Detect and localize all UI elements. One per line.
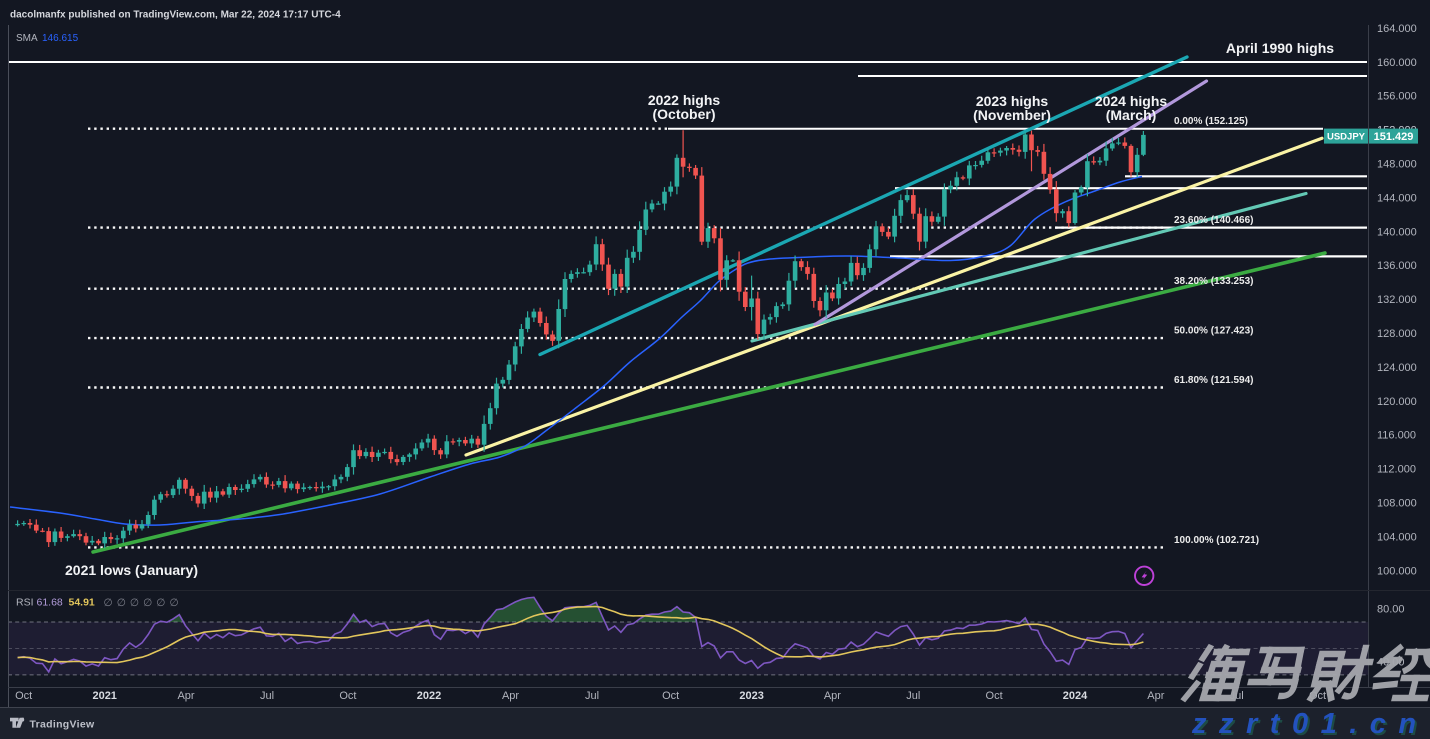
svg-text:61.80% (121.594): 61.80% (121.594) xyxy=(1174,375,1254,386)
svg-text:2023 highs: 2023 highs xyxy=(976,93,1049,109)
svg-text:116.000: 116.000 xyxy=(1377,430,1416,442)
svg-text:23.60% (140.466): 23.60% (140.466) xyxy=(1174,215,1254,226)
svg-text:128.000: 128.000 xyxy=(1377,328,1417,340)
svg-text:151.429: 151.429 xyxy=(1374,131,1414,143)
svg-text:RSI: RSI xyxy=(16,597,34,609)
svg-text:104.000: 104.000 xyxy=(1377,531,1417,543)
svg-text:(March): (March) xyxy=(1106,107,1157,123)
svg-text:Oct: Oct xyxy=(15,690,32,702)
svg-text:2024 highs: 2024 highs xyxy=(1095,93,1168,109)
svg-text:Apr: Apr xyxy=(502,690,519,702)
svg-text:2021 lows (January): 2021 lows (January) xyxy=(65,562,198,578)
svg-text:156.000: 156.000 xyxy=(1377,91,1417,103)
svg-text:0.00% (152.125): 0.00% (152.125) xyxy=(1174,116,1248,127)
svg-text:Oct: Oct xyxy=(339,690,356,702)
svg-text:120.000: 120.000 xyxy=(1377,396,1417,408)
svg-text:2021: 2021 xyxy=(92,690,116,702)
svg-text:144.000: 144.000 xyxy=(1377,192,1417,204)
svg-text:SMA: SMA xyxy=(16,33,38,44)
svg-text:38.20% (133.253): 38.20% (133.253) xyxy=(1174,276,1254,287)
svg-text:∅: ∅ xyxy=(130,597,139,609)
svg-text:164.000: 164.000 xyxy=(1377,23,1417,35)
svg-text:112.000: 112.000 xyxy=(1377,464,1416,476)
svg-text:2024: 2024 xyxy=(1063,690,1088,702)
svg-text:50.00% (127.423): 50.00% (127.423) xyxy=(1174,326,1254,337)
svg-text:100.00% (102.721): 100.00% (102.721) xyxy=(1174,535,1259,546)
svg-text:TradingView: TradingView xyxy=(30,719,95,731)
svg-text:160.000: 160.000 xyxy=(1377,57,1417,69)
svg-text:(November): (November) xyxy=(973,107,1051,123)
svg-text:Apr: Apr xyxy=(177,690,194,702)
svg-text:Jul: Jul xyxy=(906,690,920,702)
svg-text:108.000: 108.000 xyxy=(1377,498,1417,510)
svg-text:2023: 2023 xyxy=(739,690,763,702)
svg-text:54.91: 54.91 xyxy=(69,597,95,609)
svg-text:80.00: 80.00 xyxy=(1377,604,1405,616)
svg-text:132.000: 132.000 xyxy=(1377,294,1417,306)
svg-text:Apr: Apr xyxy=(1147,690,1164,702)
svg-text:April 1990 highs: April 1990 highs xyxy=(1226,40,1334,56)
svg-text:∅: ∅ xyxy=(143,597,152,609)
svg-text:zzrt01.cn: zzrt01.cn xyxy=(1191,708,1429,739)
svg-text:136.000: 136.000 xyxy=(1377,260,1417,272)
svg-text:124.000: 124.000 xyxy=(1377,362,1417,374)
svg-text:2022: 2022 xyxy=(417,690,441,702)
svg-text:∅: ∅ xyxy=(104,597,113,609)
svg-text:100.000: 100.000 xyxy=(1377,565,1417,577)
svg-text:Jul: Jul xyxy=(260,690,274,702)
svg-text:USDJPY: USDJPY xyxy=(1327,132,1366,143)
svg-text:148.000: 148.000 xyxy=(1377,159,1417,171)
svg-text:Apr: Apr xyxy=(824,690,841,702)
svg-text:∅: ∅ xyxy=(170,597,179,609)
svg-text:Oct: Oct xyxy=(662,690,679,702)
svg-text:Oct: Oct xyxy=(986,690,1003,702)
svg-text:dacolmanfx published on Tradin: dacolmanfx published on TradingView.com,… xyxy=(10,10,341,21)
svg-text:140.000: 140.000 xyxy=(1377,226,1417,238)
svg-text:2022 highs: 2022 highs xyxy=(648,92,721,108)
svg-text:(October): (October) xyxy=(653,106,716,122)
svg-text:∅: ∅ xyxy=(117,597,126,609)
svg-text:∅: ∅ xyxy=(156,597,165,609)
svg-text:61.68: 61.68 xyxy=(37,597,63,609)
svg-text:146.615: 146.615 xyxy=(42,33,79,44)
svg-text:Jul: Jul xyxy=(585,690,599,702)
